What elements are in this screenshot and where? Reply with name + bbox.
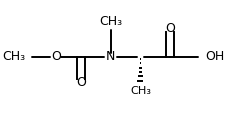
- Text: OH: OH: [204, 50, 223, 63]
- Text: CH₃: CH₃: [2, 50, 25, 63]
- Text: N: N: [106, 50, 115, 63]
- Text: CH₃: CH₃: [129, 86, 150, 96]
- Text: O: O: [76, 76, 86, 89]
- Text: O: O: [164, 22, 174, 35]
- Text: O: O: [51, 50, 60, 63]
- Text: CH₃: CH₃: [99, 15, 122, 27]
